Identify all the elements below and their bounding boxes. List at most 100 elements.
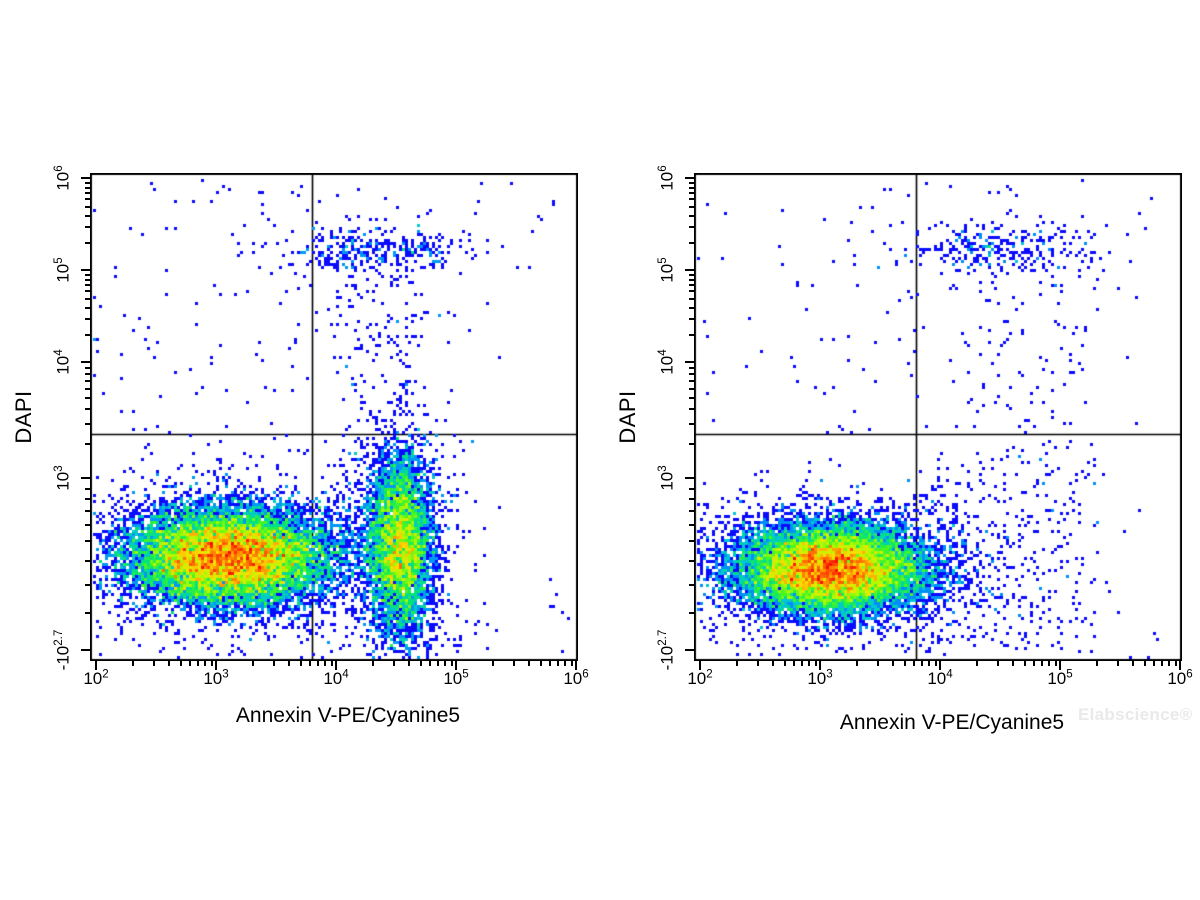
axis-tick xyxy=(273,661,275,666)
axis-tick xyxy=(877,661,879,666)
axis-tick xyxy=(81,649,90,651)
axis-tick xyxy=(85,215,90,217)
density-scatter-canvas-right xyxy=(694,173,1182,661)
axis-tick xyxy=(689,423,694,425)
axis-tick xyxy=(689,373,694,375)
axis-tick xyxy=(685,477,694,479)
flow-plot-right: DAPI Annexin V-PE/Cyanine5 106 105 104 103 -… xyxy=(615,165,1193,734)
axis-tick xyxy=(85,242,90,244)
y-tick-label: 103 xyxy=(656,465,677,491)
axis-tick xyxy=(689,198,694,200)
axis-tick xyxy=(372,661,374,666)
axis-tick xyxy=(197,661,199,666)
axis-tick xyxy=(689,367,694,369)
axis-tick xyxy=(211,661,213,666)
axis-tick xyxy=(892,661,894,666)
y-tick-label: 106 xyxy=(656,165,677,191)
axis-tick xyxy=(685,361,694,363)
axis-tick xyxy=(85,510,90,512)
axis-tick xyxy=(1153,661,1155,666)
density-scatter-canvas-left xyxy=(90,173,578,661)
axis-tick xyxy=(132,661,134,666)
axis-tick xyxy=(801,661,803,666)
axis-tick xyxy=(85,397,90,399)
axis-tick xyxy=(689,388,694,390)
axis-tick xyxy=(689,498,694,500)
axis-tick xyxy=(81,477,90,479)
axis-tick xyxy=(689,540,694,542)
axis-tick xyxy=(689,488,694,490)
x-tick-label: 105 xyxy=(443,668,469,688)
axis-tick xyxy=(85,540,90,542)
axis-tick xyxy=(85,226,90,228)
x-axis-label: Annexin V-PE/Cyanine5 xyxy=(839,711,1065,734)
axis-tick xyxy=(928,661,930,666)
axis-tick xyxy=(939,661,941,670)
axis-tick xyxy=(85,373,90,375)
axis-tick xyxy=(528,661,530,666)
y-axis-label: DAPI xyxy=(615,390,640,444)
axis-tick xyxy=(408,661,410,666)
axis-tick xyxy=(85,423,90,425)
axis-tick xyxy=(444,661,446,666)
axis-tick xyxy=(689,187,694,189)
axis-tick xyxy=(85,206,90,208)
axis-tick xyxy=(549,661,551,666)
axis-tick xyxy=(784,661,786,666)
y-tick-label: 105 xyxy=(52,257,73,283)
axis-tick xyxy=(689,318,694,320)
axis-tick xyxy=(335,661,337,670)
x-axis-label: Annexin V-PE/Cyanine5 xyxy=(235,704,461,727)
axis-tick xyxy=(451,661,453,666)
axis-tick xyxy=(81,269,90,271)
axis-tick xyxy=(81,361,90,363)
axis-tick xyxy=(85,284,90,286)
axis-tick xyxy=(689,612,694,614)
x-tick-label: 104 xyxy=(927,668,953,688)
axis-tick xyxy=(997,661,999,666)
x-tick-label: 104 xyxy=(323,668,349,688)
y-tick-label: 106 xyxy=(52,165,73,191)
axis-tick xyxy=(85,388,90,390)
axis-tick xyxy=(1041,661,1043,666)
axis-tick xyxy=(1024,661,1026,666)
axis-tick xyxy=(85,443,90,445)
axis-tick xyxy=(1012,661,1014,666)
axis-tick xyxy=(904,661,906,666)
axis-tick xyxy=(429,661,431,666)
axis-tick xyxy=(317,661,319,666)
axis-tick xyxy=(921,661,923,666)
axis-tick xyxy=(976,661,978,666)
axis-tick xyxy=(331,661,333,666)
axis-tick xyxy=(85,560,90,562)
axis-tick xyxy=(85,318,90,320)
axis-tick xyxy=(819,661,821,670)
axis-tick xyxy=(85,524,90,526)
y-tick-label: 103 xyxy=(52,465,73,491)
axis-tick xyxy=(689,397,694,399)
axis-tick xyxy=(85,279,90,281)
axis-tick xyxy=(575,661,577,670)
axis-tick xyxy=(689,307,694,309)
x-tick-label: 103 xyxy=(203,668,229,688)
axis-tick xyxy=(95,661,97,670)
axis-tick xyxy=(81,177,90,179)
axis-tick xyxy=(153,661,155,666)
axis-tick xyxy=(85,408,90,410)
axis-tick xyxy=(689,334,694,336)
y-tick-label: -102.7 xyxy=(656,629,677,671)
axis-tick xyxy=(689,182,694,184)
axis-tick xyxy=(455,661,457,670)
axis-tick xyxy=(689,408,694,410)
axis-tick xyxy=(689,274,694,276)
flow-plot-left: DAPI Annexin V-PE/Cyanine5 106 105 104 103 -… xyxy=(11,165,589,727)
axis-tick xyxy=(85,488,90,490)
axis-tick xyxy=(685,177,694,179)
axis-tick xyxy=(689,510,694,512)
axis-tick xyxy=(689,192,694,194)
x-tick-label: 103 xyxy=(807,668,833,688)
axis-tick xyxy=(689,242,694,244)
axis-tick xyxy=(757,661,759,666)
axis-tick xyxy=(540,661,542,666)
